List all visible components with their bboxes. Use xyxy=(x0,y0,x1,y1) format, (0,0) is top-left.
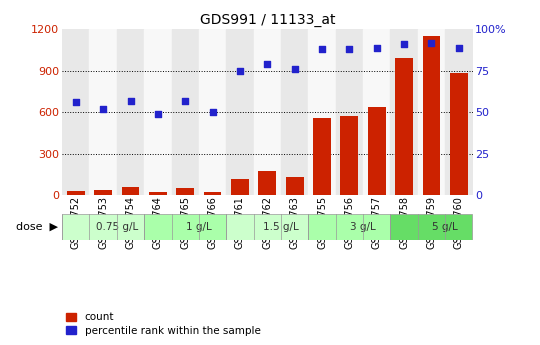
Point xyxy=(400,41,408,47)
Title: GDS991 / 11133_at: GDS991 / 11133_at xyxy=(200,13,335,27)
Point xyxy=(71,99,80,105)
Bar xyxy=(259,171,276,195)
Point xyxy=(235,68,244,73)
Point xyxy=(427,40,436,45)
Bar xyxy=(90,29,117,195)
Bar xyxy=(144,29,172,195)
Bar xyxy=(341,116,358,195)
Point xyxy=(208,109,217,115)
Bar xyxy=(117,29,144,195)
Bar xyxy=(144,214,226,240)
Bar xyxy=(281,29,308,195)
Bar xyxy=(226,29,254,195)
Point xyxy=(126,98,135,103)
Bar xyxy=(199,29,226,195)
Bar xyxy=(363,29,390,195)
Bar xyxy=(390,29,418,195)
Text: 5 g/L: 5 g/L xyxy=(432,222,458,232)
Point xyxy=(455,45,463,50)
Bar xyxy=(308,29,336,195)
Text: 3 g/L: 3 g/L xyxy=(350,222,376,232)
Bar xyxy=(423,36,440,195)
Point xyxy=(291,66,299,72)
Point xyxy=(99,106,107,111)
Bar xyxy=(254,29,281,195)
Point xyxy=(263,61,272,67)
Bar xyxy=(226,214,308,240)
Text: 0.75 g/L: 0.75 g/L xyxy=(96,222,138,232)
Text: 1.5 g/L: 1.5 g/L xyxy=(263,222,299,232)
Legend: count, percentile rank within the sample: count, percentile rank within the sample xyxy=(62,308,265,340)
Text: dose  ▶: dose ▶ xyxy=(16,222,58,232)
Point xyxy=(318,47,326,52)
Bar xyxy=(62,29,90,195)
Bar xyxy=(204,192,221,195)
Bar xyxy=(368,107,386,195)
Bar xyxy=(286,177,303,195)
Bar xyxy=(395,58,413,195)
Bar xyxy=(445,29,472,195)
Bar xyxy=(450,73,468,195)
Point xyxy=(181,98,190,103)
Point xyxy=(153,111,162,117)
Bar xyxy=(62,214,144,240)
Text: 1 g/L: 1 g/L xyxy=(186,222,212,232)
Bar xyxy=(308,214,390,240)
Bar xyxy=(390,214,472,240)
Bar xyxy=(313,118,331,195)
Bar xyxy=(231,179,249,195)
Bar xyxy=(172,29,199,195)
Point xyxy=(373,45,381,50)
Point xyxy=(345,47,354,52)
Bar xyxy=(94,190,112,195)
Bar xyxy=(122,187,139,195)
Bar xyxy=(418,29,445,195)
Bar xyxy=(67,191,85,195)
Bar xyxy=(336,29,363,195)
Bar xyxy=(149,192,167,195)
Bar xyxy=(177,188,194,195)
